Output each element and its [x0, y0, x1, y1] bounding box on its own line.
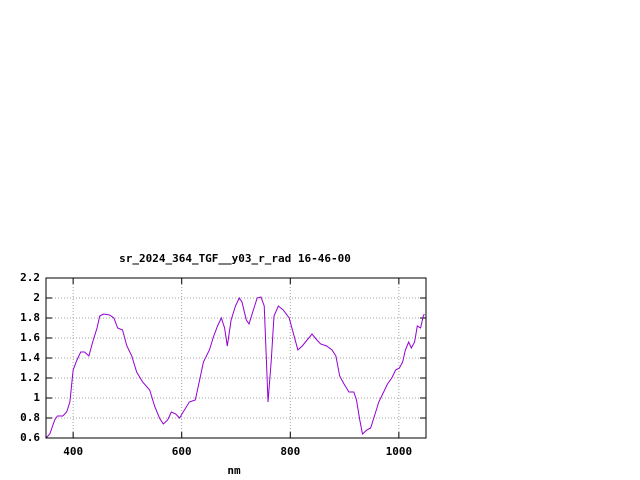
- y-tick-label: 1.6: [20, 331, 40, 344]
- y-tick-label: 1.2: [20, 371, 40, 384]
- y-tick-label: 2: [33, 291, 40, 304]
- y-tick-label: 1.8: [20, 311, 40, 324]
- chart-title: sr_2024_364_TGF__y03_r_rad 16-46-00: [119, 252, 351, 265]
- x-tick-label: 400: [63, 445, 83, 458]
- y-tick-label: 0.8: [20, 411, 40, 424]
- plot-frame: [45, 277, 427, 439]
- y-tick-label: 2.2: [20, 271, 40, 284]
- plot-area: 0.6 0.8 1 1.2 1.4 1.6 1.8 2 2.2 400 600 800 1000: [20, 271, 426, 458]
- x-tick-label: 800: [280, 445, 300, 458]
- x-tick-label: 1000: [386, 445, 413, 458]
- x-axis-label: nm: [227, 464, 241, 477]
- data-line: [45, 296, 425, 439]
- x-tick-label: 600: [172, 445, 192, 458]
- y-tick-label: 0.6: [20, 431, 40, 444]
- y-tick-label: 1.4: [20, 351, 40, 364]
- y-tick-label: 1: [33, 391, 40, 404]
